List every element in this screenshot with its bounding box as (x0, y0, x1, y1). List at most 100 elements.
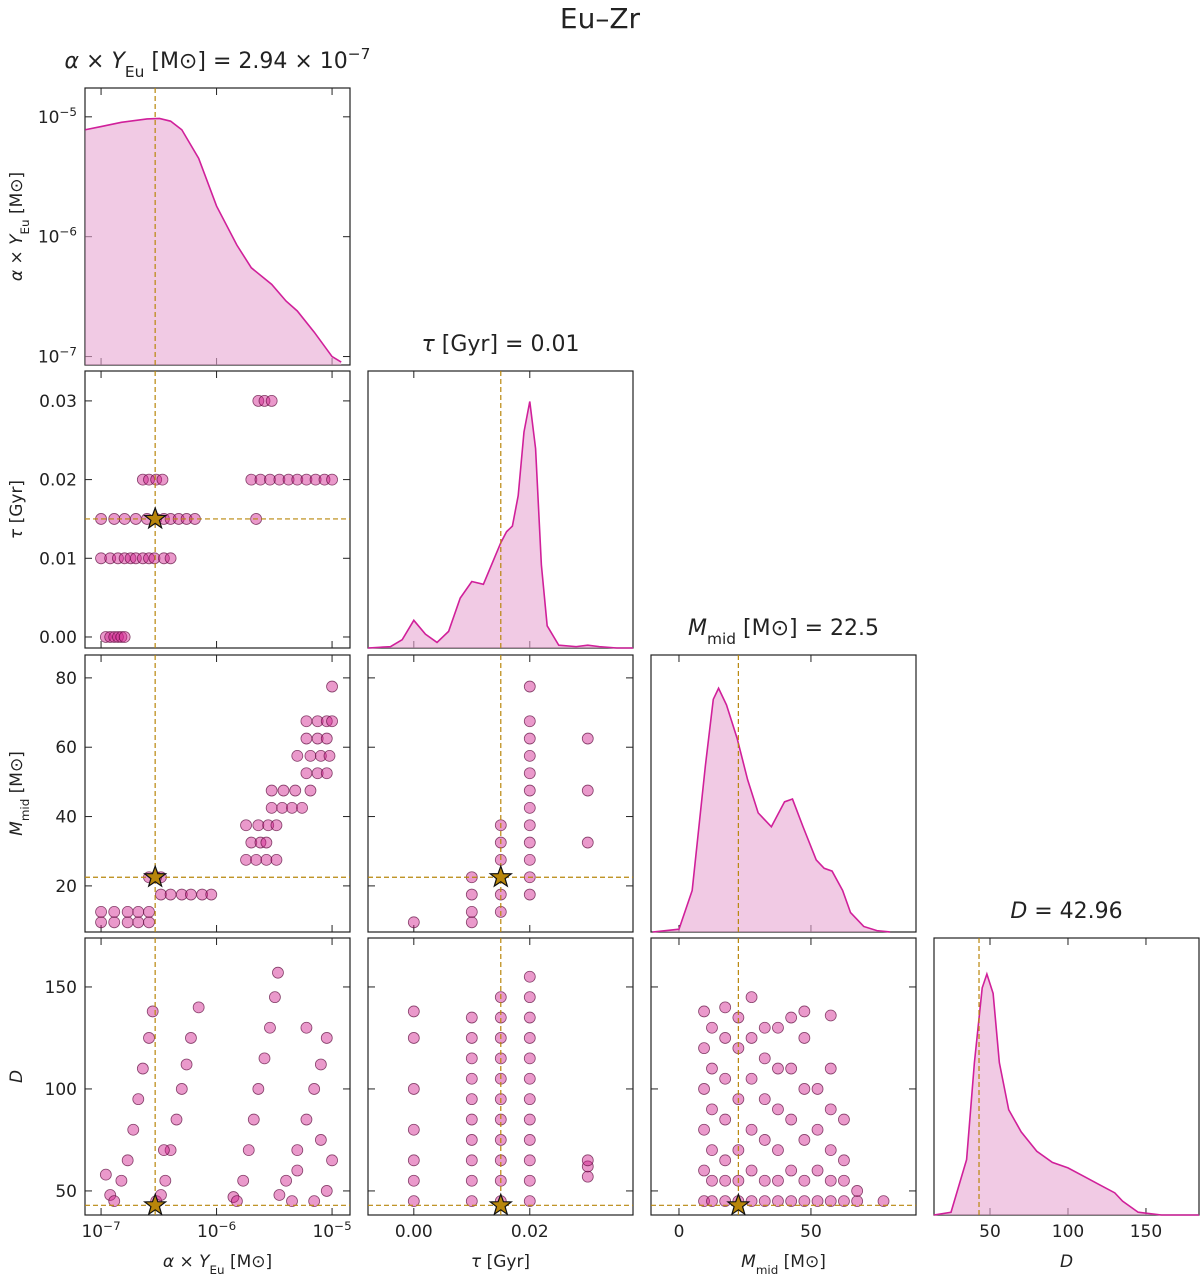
y-axis-label-part: mid (18, 799, 32, 821)
x-tick-label-part: 10 (81, 1222, 103, 1242)
scatter-point (785, 1011, 798, 1024)
scatter-point (523, 1174, 536, 1187)
scatter-point (143, 916, 155, 929)
scatter-point (252, 1083, 265, 1095)
param-title: Mmid [M⊙] = 22.5 (688, 616, 879, 648)
scatter-point (785, 1195, 798, 1208)
scatter-point (304, 784, 317, 797)
scatter-point (523, 801, 536, 814)
scatter-point (523, 1032, 536, 1044)
scatter-point (320, 1185, 333, 1197)
scatter-point (291, 1164, 304, 1177)
scatter-point (523, 767, 536, 780)
scatter-point (698, 1005, 710, 1018)
param-title-part: D (1010, 899, 1027, 924)
scatter-point (719, 1154, 732, 1167)
x-axis-label-part: [M⊙] (778, 1252, 826, 1272)
scatter-point (323, 749, 336, 762)
scatter-point (143, 905, 155, 918)
kde-fill (85, 118, 342, 365)
scatter-point (706, 1021, 718, 1034)
scatter-point (205, 888, 218, 901)
scatter-point (407, 1174, 420, 1187)
scatter-point (758, 1134, 771, 1146)
x-axis-label-part: Eu (210, 1263, 225, 1276)
scatter-point (851, 1185, 864, 1197)
param-title-part: [M⊙] = 22.5 (736, 616, 879, 641)
scatter-point (121, 916, 134, 929)
scatter-point (719, 1072, 732, 1085)
scatter-point (132, 1093, 145, 1106)
scatter-point (465, 916, 478, 929)
scatter-point (772, 1195, 784, 1208)
scatter-point (523, 680, 536, 693)
scatter-point (407, 1083, 420, 1095)
scatter-point (824, 1103, 837, 1116)
scatter-point (785, 1113, 798, 1126)
x-tick-label: 10−7 (81, 1219, 120, 1242)
scatter-point (254, 473, 267, 486)
scatter-point (523, 1195, 536, 1208)
scatter-point (811, 1083, 824, 1095)
scatter-point (706, 1144, 718, 1157)
x-tick-label: 100 (1052, 1222, 1084, 1242)
scatter-point (245, 473, 258, 486)
y-tick-label-part: 10 (38, 228, 60, 248)
scatter-point (104, 1189, 117, 1201)
scatter-point (465, 1174, 478, 1187)
y-tick-label-part: −7 (59, 345, 77, 359)
y-axis-label-part: [Gyr] (7, 480, 27, 529)
scatter-point (265, 801, 278, 814)
x-tick-label: 50 (979, 1222, 1001, 1242)
y-tick-label: 0.00 (39, 628, 77, 648)
scatter-point (523, 732, 536, 745)
y-tick-label: 20 (55, 877, 77, 897)
scatter-point (798, 1195, 811, 1208)
panel-frame (84, 937, 351, 1216)
scatter-point (237, 1174, 250, 1187)
scatter-point (465, 1072, 478, 1085)
scatter-point (258, 1052, 271, 1065)
scatter-point (523, 1093, 536, 1106)
scatter-point (719, 1113, 732, 1126)
scatter-point (706, 1103, 718, 1116)
scatter-point (523, 836, 536, 849)
scatter-point (407, 1005, 420, 1018)
x-axis-label-part: M (741, 1252, 756, 1272)
x-tick-label: 0 (674, 1222, 685, 1242)
scatter-point (465, 1134, 478, 1146)
scatter-point (326, 680, 338, 693)
scatter-point (304, 749, 317, 762)
scatter-point (311, 767, 324, 780)
scatter-point (112, 631, 124, 643)
x-tick-label-part: −5 (334, 1219, 352, 1233)
scatter-point (581, 1170, 594, 1183)
scatter-point (798, 1134, 811, 1146)
y-tick-label-part: 10 (38, 108, 60, 128)
scatter-point (407, 1032, 420, 1044)
scatter-point (240, 819, 252, 832)
scatter-point (465, 905, 478, 918)
scatter-point (155, 888, 167, 901)
scatter-point (465, 1032, 478, 1044)
scatter-point (115, 1174, 128, 1187)
y-tick-label-part: −6 (59, 225, 77, 239)
scatter-point (300, 767, 313, 780)
scatter-point (115, 631, 128, 643)
x-tick-label: 10−6 (197, 1219, 236, 1242)
scatter-point (136, 473, 149, 486)
scatter-point (581, 732, 594, 745)
scatter-point (95, 552, 107, 565)
param-title-part: = 42.96 (1027, 899, 1122, 924)
x-tick-label: 10−5 (312, 1219, 351, 1242)
scatter-point (286, 1195, 298, 1208)
scatter-point (242, 1144, 255, 1157)
scatter-point (192, 1001, 205, 1014)
panel-frame (84, 370, 351, 649)
x-axis-label: Mmid [M⊙] (741, 1252, 826, 1276)
scatter-point (136, 552, 149, 565)
x-axis-label: D (1060, 1252, 1073, 1272)
scatter-point (465, 888, 478, 901)
scatter-point (326, 715, 338, 728)
